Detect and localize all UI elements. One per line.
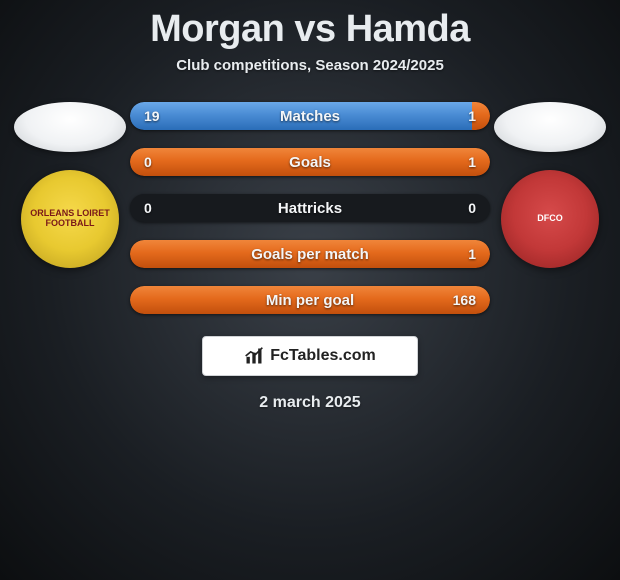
stat-label: Hattricks <box>130 200 490 217</box>
stat-value-right: 1 <box>468 154 476 170</box>
stat-goals: 0 Goals 1 <box>130 148 490 176</box>
left-player-photo-placeholder <box>14 102 126 152</box>
stat-label: Goals <box>130 154 490 171</box>
stat-value-right: 1 <box>468 108 476 124</box>
branding-box[interactable]: FcTables.com <box>202 336 418 376</box>
page-subtitle: Club competitions, Season 2024/2025 <box>176 57 444 74</box>
main-row: ORLEANS LOIRET FOOTBALL 19 Matches 1 0 G… <box>0 102 620 314</box>
stat-value-right: 1 <box>468 246 476 262</box>
stat-matches: 19 Matches 1 <box>130 102 490 130</box>
comparison-card: Morgan vs Hamda Club competitions, Seaso… <box>0 0 620 412</box>
page-title: Morgan vs Hamda <box>150 8 470 51</box>
branding-text: FcTables.com <box>270 347 376 365</box>
left-club-badge: ORLEANS LOIRET FOOTBALL <box>21 170 119 268</box>
stat-label: Min per goal <box>130 292 490 309</box>
right-club-badge: DFCO <box>501 170 599 268</box>
stat-hattricks: 0 Hattricks 0 <box>130 194 490 222</box>
bar-chart-icon <box>244 346 264 366</box>
stat-value-right: 168 <box>453 292 476 308</box>
right-club-name: DFCO <box>537 214 563 224</box>
stat-goals-per-match: Goals per match 1 <box>130 240 490 268</box>
left-club-name: ORLEANS LOIRET FOOTBALL <box>29 209 111 229</box>
right-player-column: DFCO <box>490 102 610 268</box>
stat-label: Matches <box>130 108 490 125</box>
stat-min-per-goal: Min per goal 168 <box>130 286 490 314</box>
stat-label: Goals per match <box>130 246 490 263</box>
right-player-photo-placeholder <box>494 102 606 152</box>
stats-column: 19 Matches 1 0 Goals 1 0 Hattricks 0 <box>130 102 490 314</box>
left-player-column: ORLEANS LOIRET FOOTBALL <box>10 102 130 268</box>
snapshot-date: 2 march 2025 <box>259 394 360 412</box>
stat-value-right: 0 <box>468 200 476 216</box>
